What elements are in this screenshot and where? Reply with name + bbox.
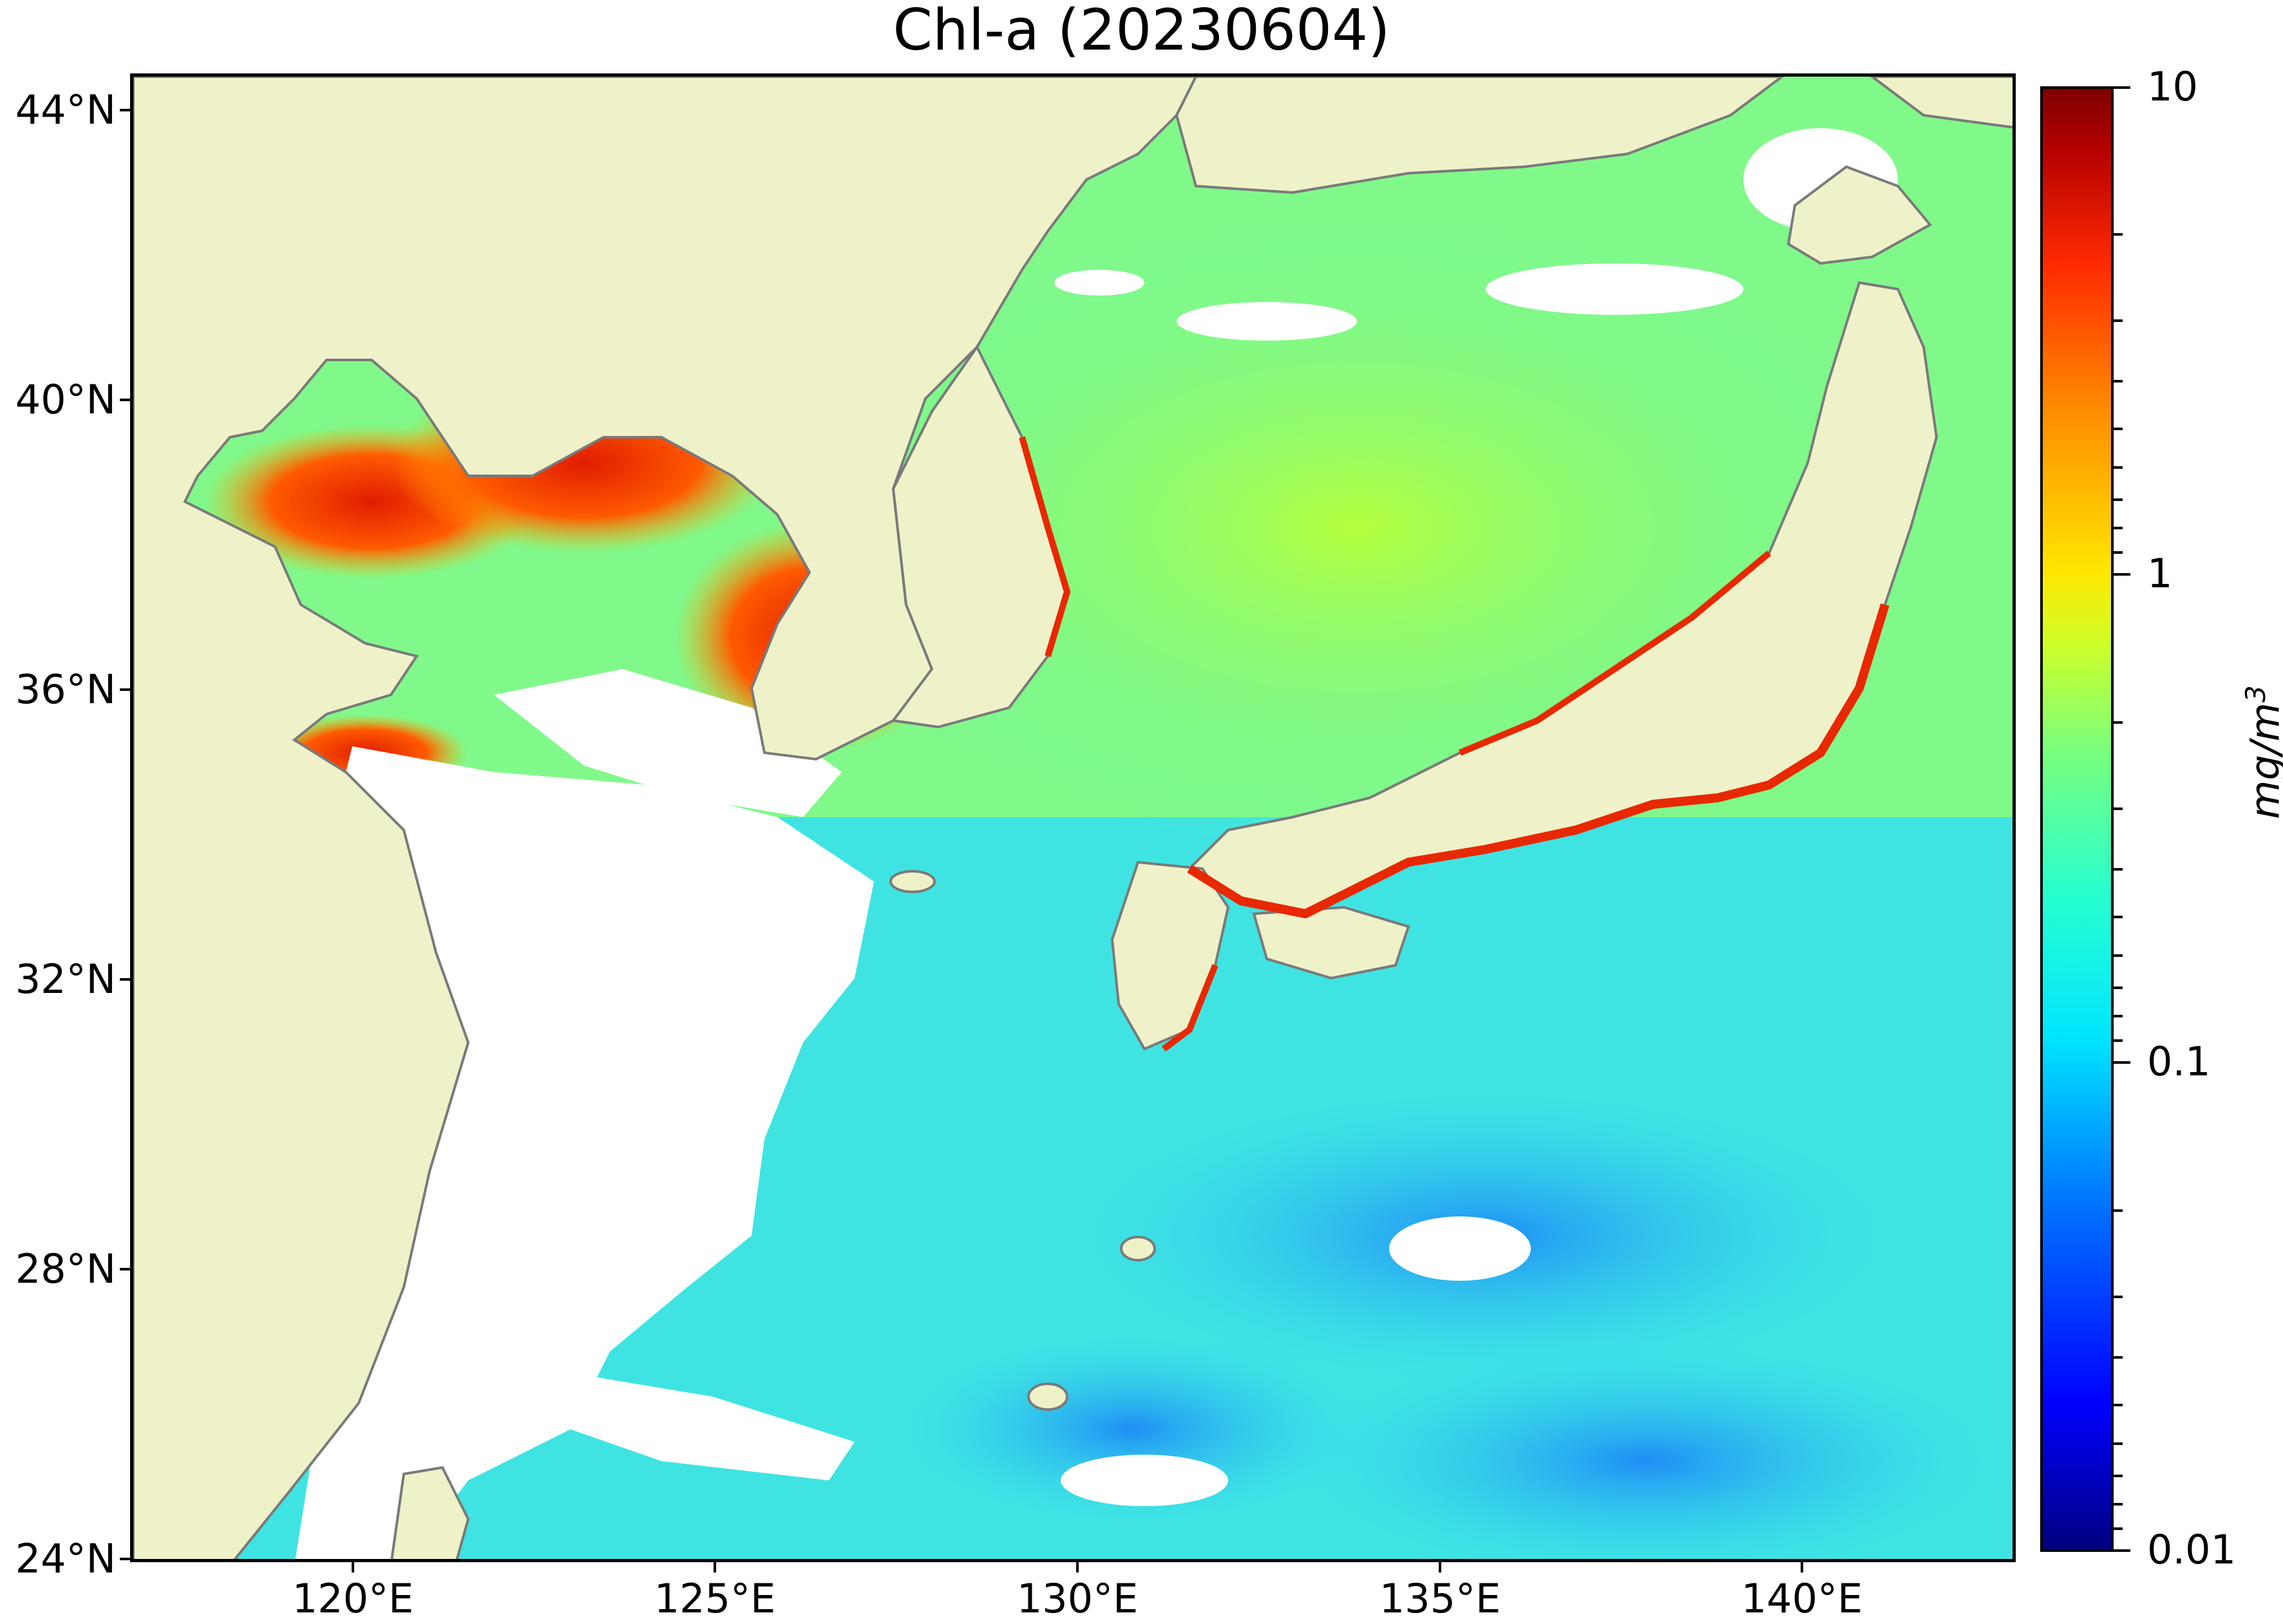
lat-tick-44 [120, 109, 130, 111]
land-shikoku [1252, 905, 1410, 980]
unit-exponent: 3 [2240, 685, 2271, 703]
cb-minor-tick [2114, 1475, 2123, 1477]
cb-minor-tick [2114, 954, 2123, 957]
coastal-red-korea-east [1019, 436, 1071, 657]
land-masses [133, 77, 2013, 1559]
lon-label-135: 135°E [1379, 1575, 1501, 1622]
land-hokkaido [1786, 165, 1933, 265]
lon-tick-140 [1801, 1562, 1803, 1572]
lat-tick-32 [120, 978, 130, 981]
lon-label-140: 140°E [1741, 1575, 1863, 1622]
unit-main: mg/m [2241, 702, 2283, 819]
cb-minor-tick [2114, 380, 2123, 382]
land-taiwan [390, 1466, 470, 1559]
lon-label-125: 125°E [654, 1575, 776, 1622]
cb-minor-tick [2114, 1296, 2123, 1298]
cb-minor-tick [2114, 1527, 2123, 1530]
coastal-red-honshu [1187, 603, 1890, 919]
land-sakhalin [1870, 77, 2013, 129]
colorbar-unit-label: mg/m3 [2240, 685, 2283, 819]
lon-label-130: 130°E [1016, 1575, 1139, 1622]
land-china-north [133, 77, 1198, 1559]
cb-minor-tick [2114, 527, 2123, 529]
cb-minor-tick [2114, 1442, 2123, 1445]
cb-tick-001 [2114, 1549, 2130, 1552]
cb-minor-tick [2114, 551, 2123, 554]
lat-tick-24 [120, 1558, 130, 1560]
lon-tick-135 [1439, 1562, 1441, 1572]
cb-label-1: 1 [2147, 550, 2173, 597]
cb-label-001: 0.01 [2147, 1526, 2237, 1573]
cb-minor-tick [2114, 1356, 2123, 1359]
lon-tick-120 [352, 1562, 354, 1572]
cb-minor-tick [2114, 868, 2123, 871]
land-jeju [889, 870, 936, 893]
cb-minor-tick [2114, 1404, 2123, 1406]
land-amami [1120, 1236, 1156, 1261]
map-title: Chl-a (20230604) [893, 0, 1390, 63]
lat-label-24: 24°N [15, 1535, 116, 1582]
cb-tick-10 [2114, 86, 2130, 89]
lat-label-28: 28°N [15, 1245, 116, 1292]
cb-minor-tick [2114, 1015, 2123, 1017]
cloud-pacific-1 [1389, 1216, 1531, 1281]
cloud-yellow-sea [494, 669, 842, 817]
deep-blue-patch-2 [1260, 1332, 2013, 1559]
coastal-red-honshu-west [1459, 551, 1772, 756]
cb-minor-tick [2114, 916, 2123, 918]
lat-tick-28 [120, 1268, 130, 1270]
cb-minor-tick [2114, 1209, 2123, 1212]
cloud-sw [520, 1364, 855, 1480]
land-okinawa [1027, 1383, 1068, 1411]
cb-minor-tick [2114, 319, 2123, 322]
cloud-north-2 [1486, 263, 1743, 315]
lat-tick-36 [120, 688, 130, 691]
chl-map [133, 77, 2013, 1559]
cb-minor-tick [2114, 807, 2123, 810]
cloud-pacific-2 [1061, 1455, 1228, 1506]
cb-minor-tick [2114, 498, 2123, 501]
lon-tick-130 [1076, 1562, 1079, 1572]
land-russia [1175, 77, 1785, 194]
cb-minor-tick [2114, 233, 2123, 236]
cb-minor-tick [2114, 721, 2123, 724]
lat-label-32: 32°N [15, 956, 116, 1003]
cb-label-01: 0.1 [2147, 1038, 2211, 1085]
cb-minor-tick [2114, 466, 2123, 469]
lat-tick-40 [120, 399, 130, 401]
cloud-north-1 [1177, 302, 1357, 341]
cb-tick-1 [2114, 573, 2130, 576]
cb-label-10: 10 [2147, 63, 2198, 110]
cb-minor-tick [2114, 1039, 2123, 1042]
coastal-red-kyushu [1162, 964, 1218, 1052]
map-area [130, 73, 2016, 1562]
lon-label-120: 120°E [292, 1575, 414, 1622]
cloud-east-china-sea [295, 746, 874, 1559]
cloud-north-4 [1054, 270, 1144, 296]
cb-minor-tick [2114, 428, 2123, 430]
lon-tick-125 [714, 1562, 716, 1572]
colorbar [2040, 86, 2114, 1552]
lat-label-44: 44°N [15, 86, 116, 133]
cb-tick-01 [2114, 1061, 2130, 1064]
lat-label-40: 40°N [15, 376, 116, 423]
cb-minor-tick [2114, 1503, 2123, 1506]
lat-label-36: 36°N [15, 666, 116, 713]
cb-minor-tick [2114, 987, 2123, 989]
deep-blue-patch-3 [874, 1326, 1389, 1532]
